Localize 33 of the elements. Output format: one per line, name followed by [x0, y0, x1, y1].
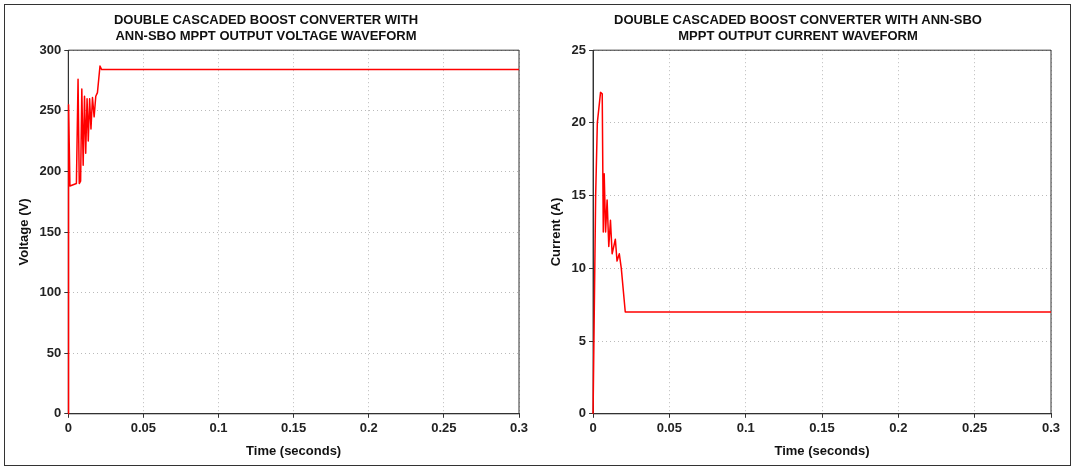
x-tick-label: 0.3 — [509, 420, 529, 436]
y-tick-label: 150 — [39, 223, 62, 239]
y-tick-label: 10 — [571, 259, 587, 275]
y-tick-label: 5 — [578, 332, 587, 348]
x-tick-label: 0.1 — [209, 420, 228, 436]
x-axis-title: Time (seconds) — [774, 442, 870, 458]
y-tick-label: 300 — [39, 41, 62, 57]
x-tick-label: 0.15 — [280, 420, 307, 436]
y-tick-label: 15 — [571, 187, 587, 203]
chart-title: DOUBLE CASCADED BOOST CONVERTER WITH ANN-SBO MPPT OUTPUT VOLTAGE WAVEFORM — [113, 12, 419, 43]
x-tick-label: 0.05 — [130, 420, 157, 436]
x-tick-label: 0.25 — [431, 420, 457, 436]
x-tick-label: 0.2 — [359, 420, 378, 436]
y-tick-label: 100 — [39, 284, 62, 300]
y-tick-label: 50 — [46, 344, 62, 360]
y-axis-title: Current (A) — [548, 197, 564, 267]
y-tick-label: 250 — [39, 102, 62, 118]
chart-title: DOUBLE CASCADED BOOST CONVERTER WITH ANN-SBO MPPT OUTPUT CURRENT WAVEFORM — [614, 12, 982, 43]
x-tick-label: 0.15 — [809, 420, 835, 436]
y-tick-label: 200 — [39, 162, 62, 178]
x-tick-label: 0.3 — [1041, 420, 1061, 436]
x-tick-label: 0.25 — [962, 420, 988, 436]
x-tick-label: 0.2 — [889, 420, 908, 436]
x-tick-label: 0.05 — [656, 420, 683, 436]
y-tick-label: 0 — [54, 405, 62, 421]
x-tick-label: 0 — [64, 420, 72, 436]
y-tick-label: 0 — [578, 405, 587, 421]
y-tick-label: 20 — [571, 114, 587, 130]
y-tick-label: 25 — [571, 41, 587, 57]
x-tick-label: 0.1 — [736, 420, 755, 436]
y-axis-title: Voltage (V) — [16, 198, 32, 266]
x-axis-title: Time (seconds) — [246, 442, 342, 458]
x-tick-label: 0 — [589, 420, 597, 436]
